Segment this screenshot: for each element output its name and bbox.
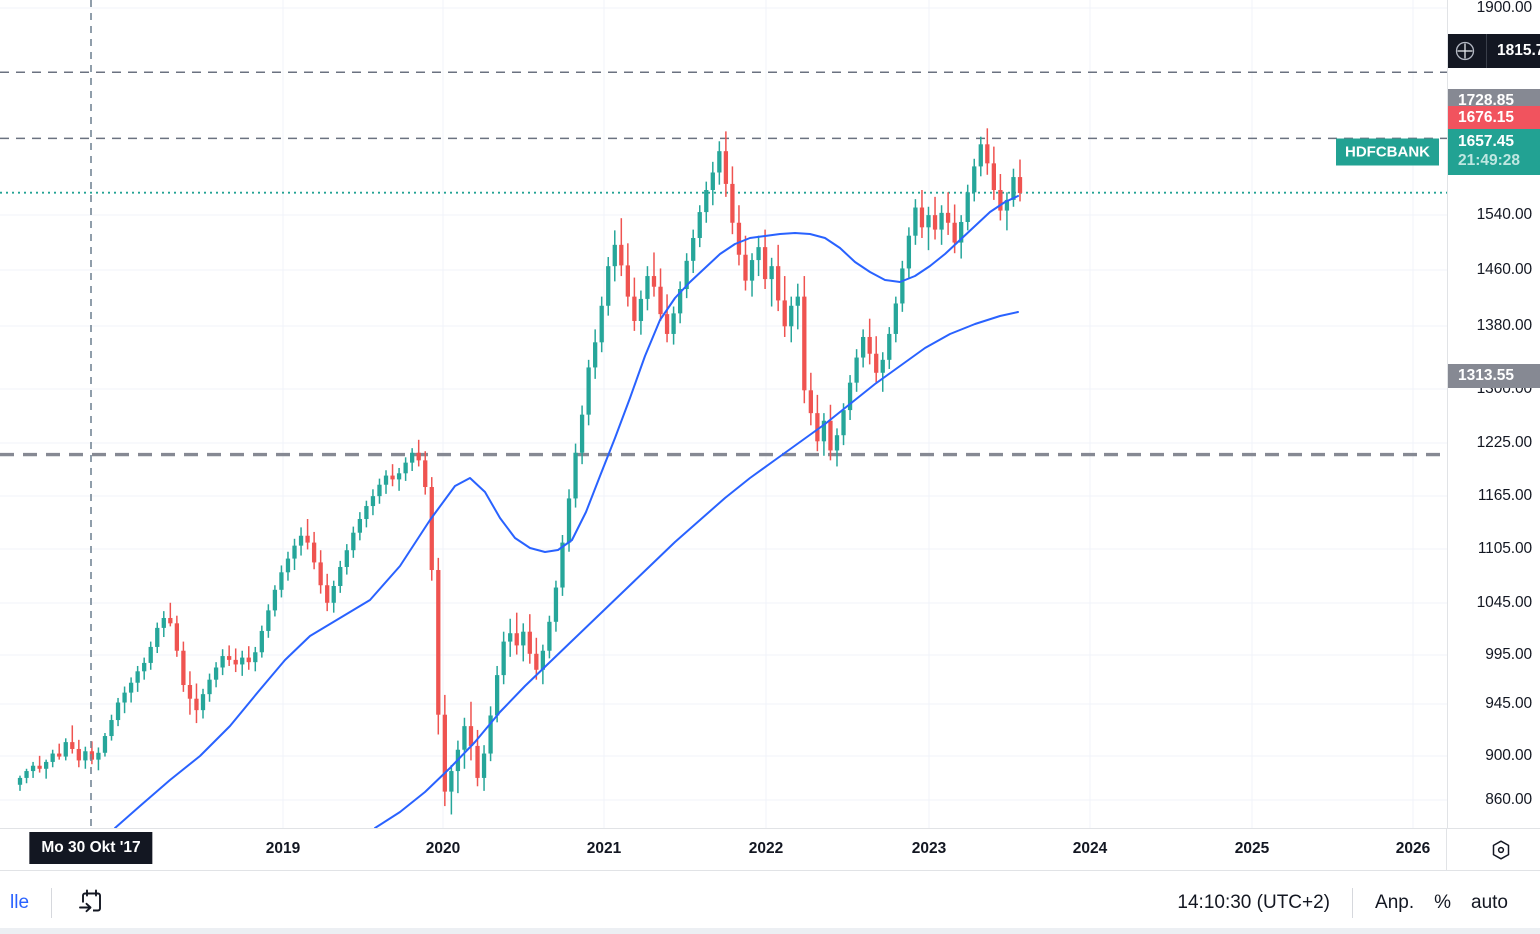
time-tick-2020: 2020 xyxy=(425,840,461,857)
toolbar-right-group: 14:10:30 (UTC+2) Anp. % auto xyxy=(1167,871,1540,934)
price-tick-1105-00: 1105.00 xyxy=(1477,540,1532,557)
crosshair-settings-icon[interactable] xyxy=(1490,839,1512,861)
prev-close-badge: 1676.15 xyxy=(1448,106,1540,130)
moving-average-fast-line xyxy=(114,195,1019,828)
symbol-price-flag[interactable]: HDFCBANK xyxy=(1336,138,1439,166)
time-tick-2019: 2019 xyxy=(265,840,301,857)
price-tick-1460-00: 1460.00 xyxy=(1476,261,1532,278)
price-tick-1900-00: 1900.00 xyxy=(1476,0,1532,16)
upper-level-value: 1728.85 xyxy=(1458,92,1515,109)
support-level-value: 1313.55 xyxy=(1458,367,1515,384)
price-tick-1225-00: 1225.00 xyxy=(1476,434,1532,451)
candlestick-series xyxy=(17,128,1023,815)
price-tick-1165-00: 1165.00 xyxy=(1477,487,1532,504)
price-chart-canvas[interactable]: HDFCBANK xyxy=(0,0,1447,828)
chart-svg xyxy=(0,0,1447,828)
symbol-ticker-label: HDFCBANK xyxy=(1345,143,1430,161)
auto-scale-button[interactable]: auto xyxy=(1471,891,1508,913)
price-tick-860-00: 860.00 xyxy=(1485,791,1532,808)
crosshair-price-badge: 1815.70 xyxy=(1448,34,1540,68)
crosshair-date-label: Mo 30 Okt '17 xyxy=(41,839,141,856)
horizontal-gridlines xyxy=(0,7,1447,801)
clock-readout[interactable]: 14:10:30 (UTC+2) xyxy=(1177,891,1331,913)
price-tick-1380-00: 1380.00 xyxy=(1476,317,1532,334)
percent-scale-button[interactable]: % xyxy=(1434,891,1452,913)
price-tick-1045-00: 1045.00 xyxy=(1476,594,1532,611)
time-scale[interactable]: 2019 2020 2021 2022 2023 2024 2025 2026 Mo 30 O… xyxy=(0,828,1540,870)
time-tick-2023: 2023 xyxy=(911,840,947,857)
price-tick-945-00: 945.00 xyxy=(1485,695,1532,712)
page-footer-strip xyxy=(0,928,1540,934)
time-tick-2026: 2026 xyxy=(1395,840,1431,857)
crosshair-price-value: 1815.70 xyxy=(1486,34,1540,68)
price-tick-900-00: 900.00 xyxy=(1485,747,1532,764)
last-price-badge: 1657.45 21:49:28 xyxy=(1448,129,1540,175)
range-all-button[interactable]: lle xyxy=(10,891,30,913)
price-level-lines xyxy=(0,71,1447,457)
bar-countdown-timer: 21:49:28 xyxy=(1458,152,1521,169)
moving-average-slow-line xyxy=(374,311,1019,828)
time-tick-2024: 2024 xyxy=(1072,840,1108,857)
adjust-button[interactable]: Anp. xyxy=(1375,891,1415,913)
support-level-badge: 1313.55 xyxy=(1448,364,1540,388)
toolbar-left-group: lle xyxy=(0,871,116,934)
time-tick-2025: 2025 xyxy=(1234,840,1270,857)
price-tick-1540-00: 1540.00 xyxy=(1476,206,1532,223)
axis-separator xyxy=(1446,829,1447,870)
price-tick-995-00: 995.00 xyxy=(1485,646,1532,663)
price-scale[interactable]: 1900.00 1540.00 1460.00 1380.00 1300.00 1225.… xyxy=(1447,0,1540,828)
bottom-toolbar: lle 14:10:30 (UTC+2) Anp. % auto xyxy=(0,870,1540,934)
calendar-goto-icon[interactable] xyxy=(64,887,116,919)
crosshair-plus-icon xyxy=(1454,40,1476,62)
toolbar-divider-2 xyxy=(1352,887,1354,918)
last-price-value: 1657.45 xyxy=(1458,133,1515,150)
time-tick-2022: 2022 xyxy=(748,840,784,857)
crosshair-date-badge: Mo 30 Okt '17 xyxy=(29,832,153,864)
toolbar-divider-1 xyxy=(51,887,53,918)
time-tick-2021: 2021 xyxy=(586,840,622,857)
prev-close-value: 1676.15 xyxy=(1458,109,1515,126)
